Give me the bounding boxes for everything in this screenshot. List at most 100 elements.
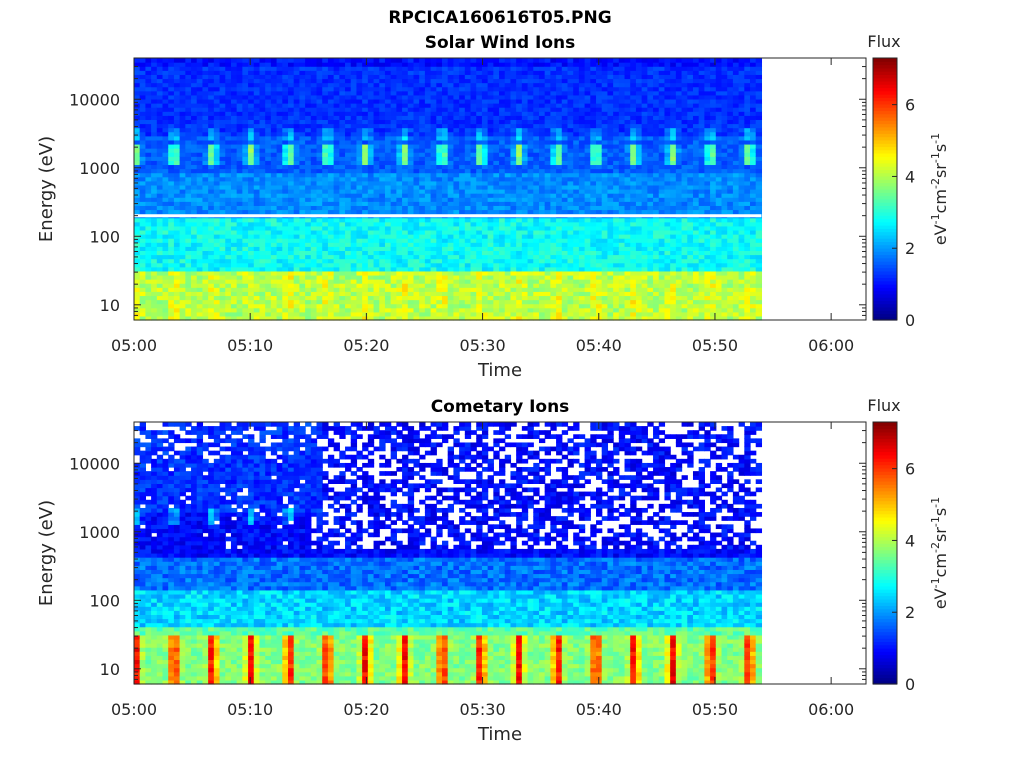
- spectrogram-cell: [447, 127, 455, 133]
- spectrogram-cell: [179, 148, 186, 153]
- spectrogram-cell: [191, 127, 198, 133]
- spectrogram-cell: [196, 201, 204, 206]
- spectrogram-cell: [134, 148, 141, 153]
- spectrogram-cell: [265, 307, 272, 313]
- spectrogram-cell: [168, 303, 175, 309]
- spectrogram-cell: [373, 156, 380, 161]
- spectrogram-cell: [384, 148, 392, 153]
- spectrogram-cell: [333, 274, 340, 280]
- spectrogram-cell: [208, 119, 215, 125]
- spectrogram-cell: [316, 184, 323, 190]
- spectrogram-cell: [493, 266, 500, 272]
- spectrogram-cell: [390, 139, 397, 145]
- spectrogram-cell: [310, 172, 318, 178]
- spectrogram-cell: [533, 160, 540, 166]
- spectrogram-cell: [447, 221, 455, 227]
- spectrogram-cell: [516, 78, 523, 84]
- spectrogram-cell: [538, 82, 546, 88]
- spectrogram-cell: [305, 234, 312, 239]
- spectrogram-cell: [442, 156, 449, 161]
- spectrogram-cell: [248, 62, 255, 67]
- spectrogram-cell: [293, 160, 301, 166]
- spectrogram-cell: [504, 197, 512, 202]
- spectrogram-cell: [442, 246, 449, 251]
- spectrogram-cell: [202, 82, 209, 88]
- spectrogram-cell: [362, 180, 369, 186]
- spectrogram-cell: [436, 111, 443, 116]
- spectrogram-cell: [362, 315, 369, 321]
- spectrogram-cell: [339, 111, 346, 116]
- spectrogram-cell: [151, 238, 158, 243]
- spectrogram-cell: [230, 62, 238, 67]
- spectrogram-cell: [407, 168, 415, 174]
- spectrogram-cell: [567, 254, 574, 260]
- spectrogram-cell: [379, 123, 386, 129]
- spectrogram-cell: [362, 156, 369, 161]
- spectrogram-cell: [282, 135, 289, 141]
- spectrogram-cell: [367, 58, 375, 63]
- spectrogram-cell: [379, 119, 386, 125]
- spectrogram-cell: [139, 229, 146, 235]
- spectrogram-cell: [316, 58, 323, 63]
- spectrogram-cell: [510, 242, 517, 247]
- spectrogram-cell: [339, 270, 346, 276]
- spectrogram-cell: [424, 242, 432, 247]
- spectrogram-cell: [293, 139, 301, 145]
- spectrogram-cell: [470, 127, 477, 133]
- spectrogram-cell: [185, 107, 192, 112]
- spectrogram-cell: [402, 119, 409, 125]
- spectrogram-cell: [442, 315, 449, 321]
- spectrogram-cell: [208, 156, 215, 161]
- spectrogram-cell: [145, 127, 152, 133]
- spectrogram-cell: [282, 98, 289, 104]
- spectrogram-cell: [384, 98, 392, 104]
- spectrogram-cell: [430, 279, 437, 284]
- spectrogram-cell: [310, 287, 318, 292]
- spectrogram-cell: [191, 135, 198, 141]
- spectrogram-cell: [242, 307, 249, 313]
- spectrogram-cell: [208, 238, 215, 243]
- spectrogram-cell: [322, 189, 329, 194]
- spectrogram-cell: [305, 160, 312, 166]
- spectrogram-cell: [419, 148, 426, 153]
- spectrogram-cell: [270, 299, 278, 305]
- spectrogram-cell: [305, 62, 312, 67]
- spectrogram-cell: [453, 258, 460, 264]
- spectrogram-cell: [390, 119, 397, 125]
- spectrogram-cell: [407, 58, 415, 63]
- spectrogram-cell: [430, 184, 437, 190]
- spectrogram-cell: [527, 164, 534, 170]
- spectrogram-cell: [510, 103, 517, 108]
- spectrogram-cell: [236, 184, 243, 190]
- spectrogram-cell: [173, 315, 181, 321]
- spectrogram-cell: [282, 250, 289, 256]
- spectrogram-cell: [379, 98, 386, 104]
- spectrogram-cell: [316, 74, 323, 80]
- spectrogram-cell: [259, 262, 266, 268]
- spectrogram-cell: [573, 156, 580, 161]
- spectrogram-cell: [230, 78, 238, 84]
- spectrogram-cell: [139, 295, 146, 301]
- spectrogram-cell: [288, 164, 295, 170]
- spectrogram-cell: [521, 254, 529, 260]
- spectrogram-cell: [447, 299, 455, 305]
- spectrogram-cell: [407, 62, 415, 67]
- spectrogram-cell: [179, 238, 186, 243]
- spectrogram-cell: [476, 238, 483, 243]
- spectrogram-cell: [242, 164, 249, 170]
- spectrogram-cell: [436, 58, 443, 63]
- spectrogram-cell: [327, 225, 335, 231]
- spectrogram-cell: [191, 139, 198, 145]
- spectrogram-cell: [242, 94, 249, 100]
- spectrogram-cell: [390, 299, 397, 305]
- spectrogram-cell: [202, 266, 209, 272]
- spectrogram-cell: [499, 127, 506, 133]
- spectrogram-cell: [436, 135, 443, 141]
- spectrogram-cell: [384, 135, 392, 141]
- spectrogram-cell: [185, 176, 192, 182]
- spectrogram-cell: [339, 156, 346, 161]
- spectrogram-cell: [436, 262, 443, 268]
- spectrogram-cell: [288, 172, 295, 178]
- spectrogram-cell: [481, 62, 489, 67]
- spectrogram-cell: [436, 180, 443, 186]
